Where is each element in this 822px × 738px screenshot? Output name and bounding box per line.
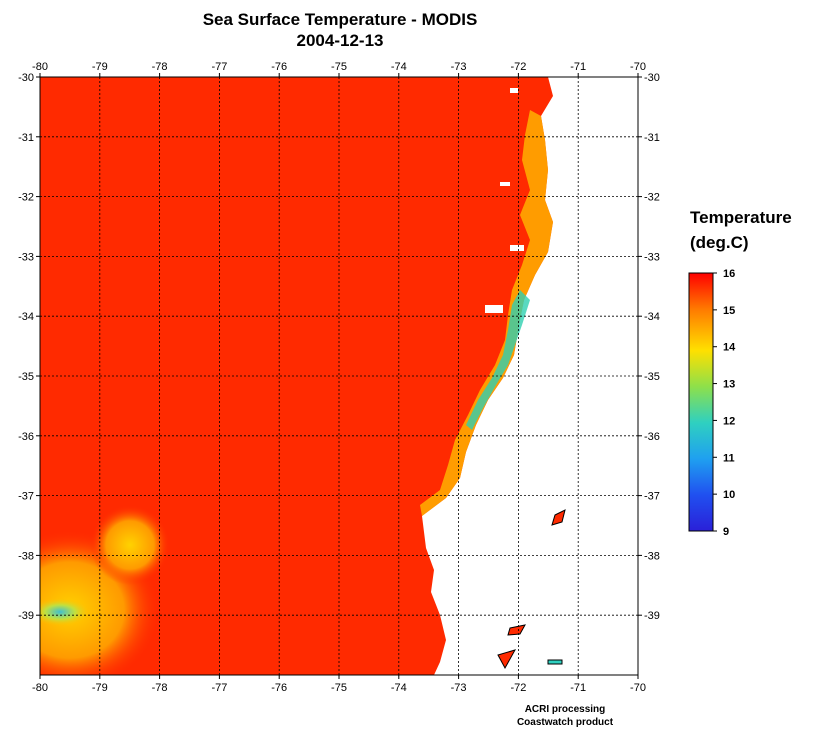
cloud-speck [500,182,510,186]
lat-label-right: -38 [644,550,660,562]
lon-label-top: -76 [271,61,287,73]
lon-label-bottom: -80 [32,682,48,694]
lon-label-bottom: -77 [211,682,227,694]
lon-label-top: -78 [152,61,168,73]
credit-processing: ACRI processing [524,704,606,715]
lon-label-bottom: -70 [630,682,646,694]
island-patch [497,649,517,670]
lat-label-left: -36 [18,431,34,443]
colorbar [688,272,714,532]
lat-label-left: -34 [18,311,34,323]
cool-patch-southwest [40,598,90,626]
map-date: 2004-12-13 [296,31,384,50]
colorbar-tick-label: 13 [723,379,735,391]
lat-label-right: -30 [644,72,660,84]
lon-label-top: -74 [391,61,407,73]
cloud-speck [485,305,503,313]
lon-label-top: -79 [92,61,108,73]
lat-label-left: -37 [18,491,34,503]
colorbar-tick-label: 14 [723,342,736,354]
lat-label-left: -30 [18,72,34,84]
lat-label-left: -31 [18,132,34,144]
lat-label-right: -33 [644,251,660,263]
colorbar-units: (deg.C) [690,233,749,252]
colorbar-tick-label: 11 [723,452,735,464]
island-patch [547,659,563,665]
lon-label-bottom: -76 [271,682,287,694]
colorbar-tick-label: 12 [723,415,735,427]
graticule [36,73,642,679]
lon-label-bottom: -72 [510,682,526,694]
coastal-upwelling [420,110,553,516]
colorbar-tick-label: 9 [723,526,729,538]
lon-label-top: -77 [211,61,227,73]
lat-label-left: -35 [18,371,34,383]
colorbar-title: Temperature [690,208,792,227]
lat-label-left: -32 [18,192,34,204]
credit-product: Coastwatch product [516,717,614,728]
colorbar-ticks: 16 15 14 13 12 11 10 9 [713,268,736,538]
lon-label-bottom: -78 [152,682,168,694]
map-title: Sea Surface Temperature - MODIS [202,10,478,29]
lat-label-right: -37 [644,491,660,503]
lat-label-right: -32 [644,192,660,204]
colorbar-tick-label: 10 [723,489,735,501]
colorbar-tick-label: 15 [723,305,735,317]
island-patch [551,509,566,526]
lon-label-top: -71 [570,61,586,73]
cloud-speck [510,245,524,251]
island-patch [507,624,526,636]
colorbar-tick-label: 16 [723,268,735,280]
lon-label-top: -80 [32,61,48,73]
lon-label-top: -75 [331,61,347,73]
lon-label-bottom: -73 [451,682,467,694]
lon-label-bottom: -71 [570,682,586,694]
lon-label-top: -73 [451,61,467,73]
lon-label-bottom: -74 [391,682,407,694]
warm-patch-west [90,505,170,585]
lat-label-right: -34 [644,311,660,323]
lon-label-bottom: -75 [331,682,347,694]
tick-labels: -80 -80 -79 -79 -78 -78 -77 -77 -76 -76 -75 -75 -74 -… [18,61,660,694]
lat-label-left: -38 [18,550,34,562]
lat-label-right: -35 [644,371,660,383]
cool-strip [466,290,530,430]
lat-label-right: -39 [644,610,660,622]
lat-label-left: -33 [18,251,34,263]
cloud-speck [510,88,518,93]
lon-label-top: -70 [630,61,646,73]
lat-label-right: -31 [644,132,660,144]
lon-label-bottom: -79 [92,682,108,694]
lon-label-top: -72 [510,61,526,73]
lat-label-left: -39 [18,610,34,622]
lat-label-right: -36 [644,431,660,443]
